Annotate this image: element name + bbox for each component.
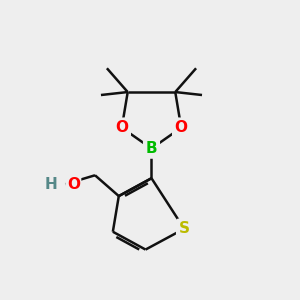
Text: S: S (179, 221, 190, 236)
Text: O: O (115, 120, 128, 135)
Text: H: H (44, 177, 57, 192)
Text: O: O (175, 120, 188, 135)
Text: B: B (146, 141, 157, 156)
Text: O: O (67, 177, 80, 192)
